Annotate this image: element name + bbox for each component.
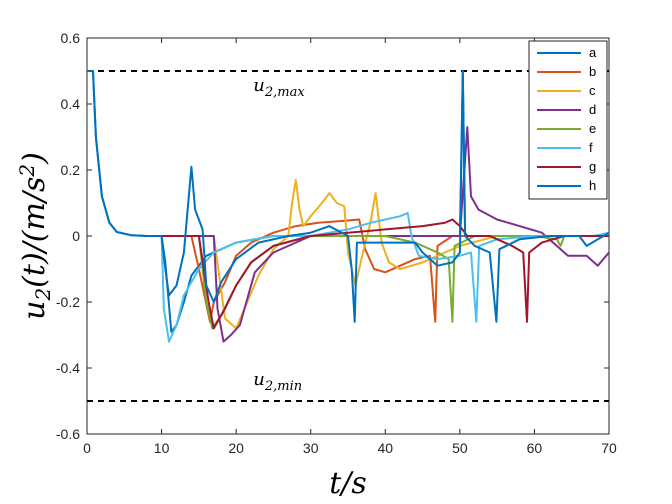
legend-label-h: h bbox=[589, 178, 596, 193]
x-tick-label-6: 60 bbox=[527, 440, 543, 456]
annotation-u2_max: u2,max bbox=[253, 75, 305, 100]
x-tick-label-2: 20 bbox=[228, 440, 244, 456]
series-layer bbox=[87, 70, 609, 343]
ticks: 0 10 20 30 40 50 60 70 -0.6 -0.4 -0.2 0 0.2 0.4 0.6 bbox=[56, 30, 617, 456]
legend-box bbox=[528, 40, 608, 200]
legend-label-f: f bbox=[589, 140, 593, 155]
series-line-g bbox=[161, 218, 609, 330]
x-tick-label-0: 0 bbox=[83, 440, 91, 456]
legend-label-e: e bbox=[589, 121, 596, 136]
legend-label-b: b bbox=[589, 64, 596, 79]
x-axis-title: t/s bbox=[329, 466, 367, 501]
legend-label-d: d bbox=[589, 102, 596, 117]
series-line-f bbox=[160, 211, 609, 343]
y-tick-label-4: 0.2 bbox=[61, 162, 81, 178]
y-tick-label-0: -0.6 bbox=[56, 426, 80, 442]
limit-lines bbox=[87, 70, 609, 402]
y-tick-label-2: -0.2 bbox=[56, 294, 80, 310]
legend-label-g: g bbox=[589, 159, 596, 174]
x-tick-label-3: 30 bbox=[303, 440, 319, 456]
x-tick-label-5: 50 bbox=[452, 440, 468, 456]
y-axis-title: u2(t)/(m/s2) bbox=[15, 152, 55, 320]
x-tick-label-7: 70 bbox=[601, 440, 617, 456]
series-line-c bbox=[161, 178, 609, 330]
annotations: u2,max u2,min bbox=[253, 75, 305, 394]
y-tick-label-3: 0 bbox=[72, 228, 80, 244]
series-line-h bbox=[87, 70, 609, 323]
y-tick-label-6: 0.6 bbox=[61, 30, 81, 46]
legend-label-a: a bbox=[589, 45, 597, 60]
x-tick-label-1: 10 bbox=[154, 440, 170, 456]
annotation-u2_min: u2,min bbox=[253, 369, 302, 394]
y-tick-label-5: 0.4 bbox=[61, 96, 81, 112]
x-tick-label-4: 40 bbox=[377, 440, 393, 456]
y-tick-label-1: -0.4 bbox=[56, 360, 80, 376]
legend-label-c: c bbox=[589, 83, 596, 98]
